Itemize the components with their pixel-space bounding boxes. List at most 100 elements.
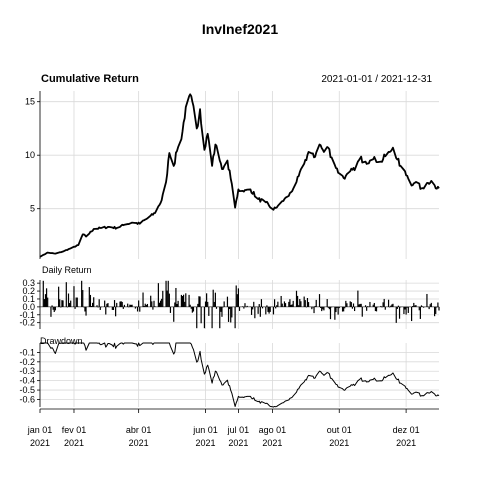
daily-return-bar <box>107 303 109 307</box>
daily-return-bar <box>144 303 146 307</box>
daily-return-bar <box>427 306 429 308</box>
daily-return-bar <box>146 303 149 307</box>
daily-return-bar <box>215 306 218 309</box>
cumulative-return-series <box>39 93 440 258</box>
daily-return-bar <box>111 306 113 310</box>
x-tick-year: 2021 <box>129 438 149 448</box>
daily-return-bar <box>384 306 386 310</box>
daily-return-bar <box>62 300 64 307</box>
daily-return-bar <box>196 306 198 329</box>
x-tick-year: 2021 <box>64 438 84 448</box>
daily-return-bar <box>350 302 352 307</box>
daily-return-bar <box>391 304 393 307</box>
daily-return-bar <box>67 293 70 307</box>
daily-return-bar <box>330 306 333 308</box>
daily-return-bar <box>306 297 309 307</box>
daily-return-bar <box>373 302 375 307</box>
daily-return-bar <box>197 303 199 307</box>
x-tick-year: 2021 <box>329 438 349 448</box>
daily-return-bar <box>349 301 351 307</box>
daily-return-bar <box>296 295 299 307</box>
drawdown-y-tick-label: -0.4 <box>19 376 35 386</box>
daily-return-bar <box>42 280 44 307</box>
daily-return-bar <box>60 306 62 308</box>
daily-return-bar <box>97 306 99 308</box>
daily-y-tick-label: 0.3 <box>22 278 35 288</box>
daily-return-bar <box>381 306 383 308</box>
cumulative-y-tick-label: 5 <box>30 204 35 214</box>
daily-y-tick-label: -0.1 <box>19 310 35 320</box>
daily-return-bar <box>158 302 161 307</box>
daily-return-bar <box>220 306 222 312</box>
daily-return-bar <box>206 293 208 307</box>
daily-return-bar <box>121 301 123 307</box>
daily-return-bar <box>93 297 95 307</box>
daily-return-bar <box>320 306 322 308</box>
daily-return-bar <box>214 292 216 307</box>
daily-return-bar <box>272 306 275 315</box>
daily-return-bar <box>207 301 209 307</box>
daily-return-bar <box>438 306 440 311</box>
daily-return-bar <box>418 306 420 311</box>
daily-return-bar <box>375 306 378 312</box>
daily-return-bar <box>92 302 94 307</box>
daily-return-bar <box>96 305 98 307</box>
daily-return-bar <box>235 285 237 307</box>
drawdown-y-tick-label: -0.5 <box>19 385 35 395</box>
daily-return-bar <box>134 306 136 309</box>
daily-return-bar <box>261 306 264 309</box>
daily-return-bar <box>322 306 324 310</box>
daily-return-bar <box>403 306 405 315</box>
daily-return-bar <box>128 306 130 308</box>
daily-return-bar <box>290 305 292 307</box>
daily-return-bar <box>372 304 374 307</box>
daily-return-bar <box>338 306 340 309</box>
daily-return-bar <box>61 300 63 307</box>
daily-return-bar <box>200 306 202 324</box>
daily-return-bar <box>180 294 183 307</box>
daily-return-bar <box>89 294 92 307</box>
x-tick-year: 2021 <box>228 438 248 448</box>
daily-return-bar <box>407 306 409 313</box>
daily-return-bar <box>157 283 159 307</box>
daily-return-bar <box>435 306 437 314</box>
daily-return-bar <box>98 299 100 307</box>
daily-return-bar <box>343 306 345 312</box>
daily-return-bar <box>257 306 259 314</box>
daily-return-bar <box>85 306 87 316</box>
daily-return-bar <box>421 306 424 307</box>
daily-return-bar <box>246 305 248 307</box>
daily-return-bar <box>311 306 313 310</box>
daily-return-bar <box>323 306 325 311</box>
daily-return-bar <box>307 302 310 307</box>
daily-return-bar <box>106 303 108 307</box>
daily-return-bar <box>135 306 138 308</box>
daily-return-bar <box>212 289 214 307</box>
daily-return-bar <box>377 306 379 308</box>
x-tick-label: fev 01 <box>62 425 87 435</box>
daily-return-bar <box>398 306 401 319</box>
daily-return-bar <box>192 306 195 312</box>
daily-return-bar <box>81 280 83 307</box>
daily-return-bar <box>352 303 355 307</box>
daily-return-bar <box>50 306 52 317</box>
daily-return-bar <box>420 305 423 307</box>
daily-return-bar <box>265 306 267 315</box>
daily-return-bar <box>337 306 339 315</box>
daily-return-bar <box>176 303 178 307</box>
drawdown-y-tick-label: -0.3 <box>19 366 35 376</box>
daily-return-bar <box>259 306 261 317</box>
daily-return-bar <box>430 302 432 307</box>
daily-return-bar <box>284 303 287 307</box>
daily-return-bar <box>383 298 385 307</box>
daily-return-bar <box>130 304 132 307</box>
daily-return-bar <box>277 301 279 307</box>
daily-return-bar <box>122 306 124 309</box>
daily-return-bar <box>51 305 53 307</box>
daily-return-bar <box>168 293 170 307</box>
daily-y-tick-label: 0.0 <box>22 302 35 312</box>
drawdown-line <box>40 342 440 408</box>
daily-return-bar <box>390 305 392 307</box>
daily-return-bar <box>400 306 402 308</box>
daily-return-bar <box>185 293 187 307</box>
